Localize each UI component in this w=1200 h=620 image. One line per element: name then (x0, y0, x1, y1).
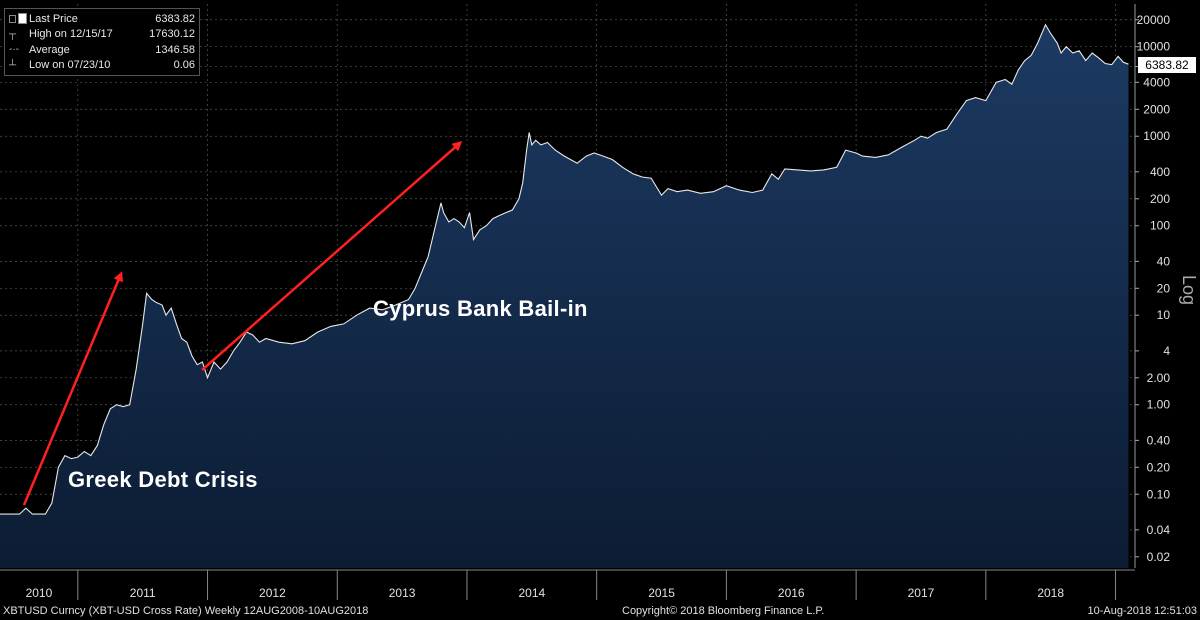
cyprus-arrow (201, 141, 463, 371)
y-tick-label: 2.00 (1147, 371, 1171, 385)
legend-label: Last Price (29, 12, 78, 25)
legend-value: 0.06 (173, 59, 195, 72)
y-tick-label: 10 (1157, 308, 1171, 322)
y-tick-label: 100 (1150, 219, 1170, 233)
y-tick-label: 0.40 (1147, 433, 1171, 447)
legend-row-low: ┴ Low on 07/23/10 0.06 (9, 58, 195, 74)
high-marker-icon: ┬ (9, 28, 17, 40)
greek-debt-crisis-label: Greek Debt Crisis (68, 467, 258, 492)
legend-label: Average (29, 43, 70, 56)
y-tick-label: 40 (1157, 254, 1171, 268)
y-tick-label: 10000 (1137, 40, 1171, 54)
x-tick-label: 2012 (259, 586, 286, 600)
footer-timestamp: 10-Aug-2018 12:51:03 (1087, 605, 1197, 617)
y-tick-label: 200 (1150, 192, 1170, 206)
y-tick-label: 20000 (1137, 13, 1171, 27)
legend-row-high: ┬ High on 12/15/17 17630.12 (9, 27, 195, 43)
y-tick-label: 1000 (1143, 129, 1170, 143)
y-axis-ticks: 2000010000600040002000100040020010040201… (1134, 4, 1171, 568)
cyprus-bail-in-label: Cyprus Bank Bail-in (373, 296, 588, 321)
x-tick-label: 2010 (26, 586, 53, 600)
y-tick-label: 0.10 (1147, 487, 1171, 501)
y-tick-label: 2000 (1143, 102, 1170, 116)
low-marker-icon: ┴ (9, 59, 17, 71)
footer-security: XBTUSD Curncy (XBT-USD Cross Rate) Weekl… (3, 605, 369, 617)
y-tick-label: 0.02 (1147, 550, 1171, 564)
x-tick-label: 2015 (648, 586, 675, 600)
y-tick-label: 0.20 (1147, 460, 1171, 474)
x-tick-label: 2011 (130, 586, 156, 600)
x-tick-label: 2017 (908, 586, 935, 600)
legend: Last Price 6383.82 ┬ High on 12/15/17 17… (4, 8, 200, 76)
x-tick-label: 2016 (778, 586, 805, 600)
axis-scale-label: Log (1179, 275, 1199, 305)
y-tick-label: 4 (1163, 344, 1170, 358)
price-line (0, 23, 1129, 515)
y-tick-label: 400 (1150, 165, 1170, 179)
last-price-badge: 6383.82 (1138, 57, 1196, 73)
y-tick-label: 4000 (1143, 75, 1170, 89)
footer: XBTUSD Curncy (XBT-USD Cross Rate) Weekl… (0, 603, 1200, 620)
x-axis: 2010 2011 2012 2013 2014 2015 2016 2017 2018 (0, 569, 1200, 603)
greek-arrow (22, 271, 123, 506)
legend-label: High on 12/15/17 (29, 28, 113, 41)
legend-label: Low on 07/23/10 (29, 59, 111, 72)
y-tick-label: 0.04 (1147, 523, 1171, 537)
legend-swatch-icon (9, 13, 29, 25)
x-tick-label: 2018 (1037, 586, 1064, 600)
legend-row-last-price: Last Price 6383.82 (9, 11, 195, 27)
legend-row-average: -·- Average 1346.58 (9, 42, 195, 58)
x-axis-band (0, 570, 1200, 603)
footer-copyright: Copyright© 2018 Bloomberg Finance L.P. (622, 605, 825, 617)
y-tick-label: 1.00 (1147, 398, 1171, 412)
price-area (0, 24, 1129, 568)
legend-value: 1346.58 (155, 43, 195, 56)
x-tick-label: 2013 (389, 586, 416, 600)
average-marker-icon: -·- (9, 44, 19, 56)
legend-value: 6383.82 (155, 12, 195, 25)
y-tick-label: 20 (1157, 281, 1171, 295)
legend-value: 17630.12 (149, 28, 195, 41)
x-tick-label: 2014 (518, 586, 545, 600)
